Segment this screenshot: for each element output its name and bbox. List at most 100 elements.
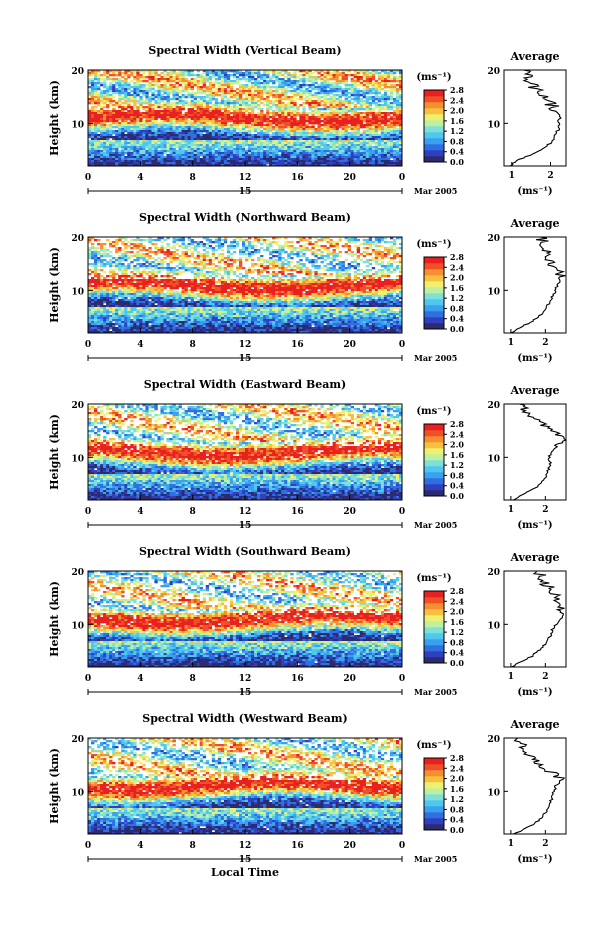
heatmap-cell: [103, 325, 107, 328]
heatmap-cell: [211, 124, 216, 127]
heatmap-cell: [151, 84, 155, 87]
heatmap-cell: [151, 158, 155, 161]
heatmap-cell: [133, 154, 137, 157]
heatmap-cell: [281, 78, 285, 81]
heatmap-cell: [389, 122, 394, 125]
heatmap-cell: [163, 106, 167, 109]
heatmap-cell: [386, 162, 391, 165]
heatmap-cell: [205, 130, 210, 133]
heatmap-cell: [223, 118, 228, 121]
heatmap-cell: [359, 164, 364, 167]
heatmap-cell: [127, 98, 131, 101]
heatmap-cell: [353, 96, 358, 99]
heatmap-cell: [97, 277, 101, 280]
heatmap-cell: [226, 76, 231, 79]
heatmap-cell: [133, 102, 137, 105]
heatmap-cell: [251, 78, 255, 81]
heatmap-cell: [254, 140, 258, 143]
heatmap-cell: [238, 116, 243, 119]
heatmap-cell: [371, 124, 376, 127]
heatmap-cell: [178, 90, 182, 93]
heatmap-cell: [118, 150, 122, 153]
heatmap-cell: [386, 156, 391, 159]
heatmap-cell: [344, 80, 348, 83]
heatmap-cell: [326, 144, 330, 147]
heatmap-cell: [178, 160, 182, 163]
heatmap-cell: [196, 122, 201, 125]
heatmap-cell: [178, 108, 182, 111]
heatmap-cell: [386, 140, 391, 143]
heatmap-cell: [136, 136, 140, 139]
heatmap-cell: [118, 299, 122, 302]
heatmap-cell: [175, 96, 179, 99]
heatmap-cell: [112, 80, 116, 83]
heatmap-cell: [278, 134, 282, 137]
heatmap-cell: [254, 88, 258, 91]
heatmap-cell: [121, 152, 125, 155]
heatmap-cell: [88, 86, 92, 89]
heatmap-cell: [109, 114, 113, 117]
heatmap-cell: [166, 88, 170, 91]
heatmap-cell: [341, 132, 345, 135]
heatmap-cell: [187, 134, 191, 137]
heatmap-cell: [380, 104, 385, 107]
heatmap-cell: [214, 98, 219, 101]
heatmap-cell: [335, 126, 339, 129]
heatmap-cell: [386, 96, 391, 99]
heatmap-cell: [106, 291, 110, 294]
heatmap-cell: [257, 122, 261, 125]
heatmap-cell: [365, 164, 370, 167]
heatmap-cell: [296, 98, 300, 101]
heatmap-cell: [106, 307, 110, 310]
heatmap-cell: [241, 100, 246, 103]
heatmap-cell: [299, 74, 303, 77]
heatmap-cell: [368, 132, 373, 135]
heatmap-cell: [127, 114, 131, 117]
heatmap-cell: [124, 102, 128, 105]
heatmap-cell: [359, 90, 364, 93]
heatmap-cell: [211, 98, 216, 101]
heatmap-cell: [103, 154, 107, 157]
heatmap-cell: [124, 94, 128, 97]
heatmap-cell: [275, 88, 279, 91]
heatmap-cell: [317, 128, 321, 131]
heatmap-cell: [341, 142, 345, 145]
heatmap-cell: [124, 140, 128, 143]
heatmap-cell: [115, 132, 119, 135]
heatmap-cell: [235, 82, 240, 85]
heatmap-cell: [211, 130, 216, 133]
heatmap-cell: [91, 303, 95, 306]
heatmap-cell: [284, 76, 288, 79]
heatmap-cell: [97, 327, 101, 330]
heatmap-cell: [238, 134, 243, 137]
heatmap-cell: [338, 108, 342, 111]
heatmap-cell: [317, 86, 321, 89]
heatmap-cell: [377, 126, 382, 129]
heatmap-cell: [169, 162, 173, 165]
heatmap-cell: [205, 158, 210, 161]
heatmap-cell: [106, 331, 110, 334]
heatmap-cell: [275, 110, 279, 113]
heatmap-cell: [172, 158, 176, 161]
heatmap-cell: [305, 142, 309, 145]
heatmap-cell: [377, 160, 382, 163]
heatmap-cell: [235, 132, 240, 135]
heatmap-cell: [100, 283, 104, 286]
heatmap-cell: [365, 148, 370, 151]
heatmap-cell: [193, 122, 197, 125]
heatmap-cell: [377, 164, 382, 167]
heatmap-cell: [374, 88, 379, 91]
heatmap-cell: [121, 72, 125, 75]
heatmap-cell: [121, 144, 125, 147]
heatmap-cell: [220, 164, 225, 167]
heatmap-cell: [130, 86, 134, 89]
heatmap-cell: [229, 130, 234, 133]
heatmap-cell: [127, 104, 131, 107]
heatmap-cell: [205, 102, 210, 105]
heatmap-cell: [136, 80, 140, 83]
heatmap-cell: [266, 96, 270, 99]
heatmap-cell: [196, 152, 201, 155]
heatmap-cell: [314, 146, 318, 149]
heatmap-cell: [344, 100, 348, 103]
heatmap-cell: [157, 162, 161, 165]
